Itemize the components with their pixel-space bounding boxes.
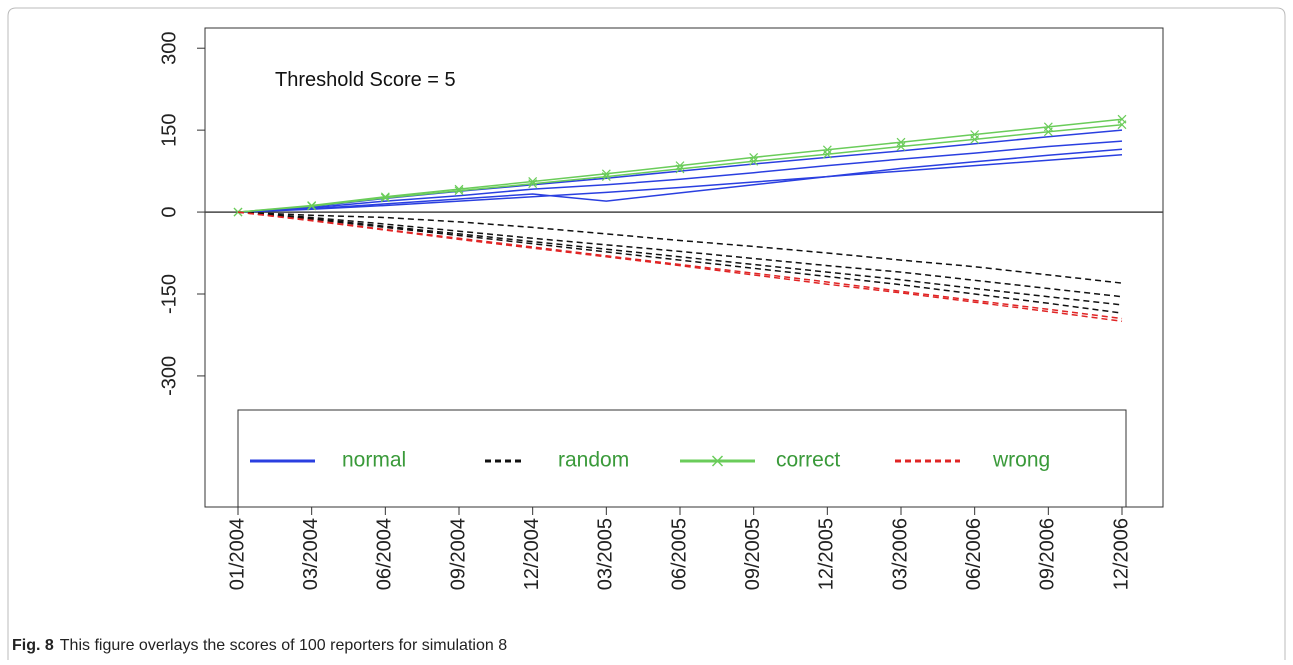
x-tick-label: 09/2006 xyxy=(1037,518,1059,590)
y-tick-label: -300 xyxy=(158,356,180,396)
series-line xyxy=(237,211,1123,284)
x-tick-label: 12/2004 xyxy=(521,518,543,590)
point-marker xyxy=(1043,127,1053,137)
point-marker xyxy=(822,145,832,155)
legend-label: wrong xyxy=(992,449,1050,472)
point-marker xyxy=(307,201,317,211)
legend-marker xyxy=(711,455,724,467)
series-line xyxy=(237,211,1123,306)
series-line xyxy=(237,140,1123,213)
x-tick-label: 12/2005 xyxy=(816,518,838,590)
series-line xyxy=(237,211,1123,298)
series-line xyxy=(237,211,1123,323)
series-line xyxy=(237,211,1123,314)
x-tick-label: 03/2005 xyxy=(595,518,617,590)
point-marker xyxy=(675,164,685,174)
legend-box xyxy=(237,409,1127,508)
caption-label: Fig. 8 xyxy=(12,637,54,654)
x-tick-label: 12/2006 xyxy=(1110,518,1132,590)
series-line xyxy=(237,211,1123,320)
point-marker xyxy=(380,192,390,202)
point-marker xyxy=(896,137,906,147)
series-line xyxy=(237,153,1123,213)
annotation: Threshold Score = 5 xyxy=(275,69,456,91)
point-marker xyxy=(380,193,390,203)
point-marker xyxy=(1117,120,1127,130)
x-tick-label: 06/2005 xyxy=(668,518,690,590)
series-line xyxy=(237,148,1123,213)
point-marker xyxy=(233,207,243,217)
x-tick-label: 06/2004 xyxy=(374,518,396,590)
x-tick-label: 09/2004 xyxy=(447,518,469,590)
point-marker xyxy=(454,186,464,196)
x-tick-label: 09/2005 xyxy=(742,518,764,590)
point-marker xyxy=(749,156,759,166)
y-tick-label: -150 xyxy=(158,274,180,314)
figure-frame xyxy=(7,7,1286,660)
caption-text: This figure overlays the scores of 100 r… xyxy=(60,637,507,654)
legend-label: normal xyxy=(342,449,406,472)
x-tick-label: 06/2006 xyxy=(963,518,985,590)
y-tick-label: 300 xyxy=(158,32,180,65)
y-tick-label: 0 xyxy=(158,207,180,218)
point-marker xyxy=(601,172,611,181)
point-marker xyxy=(896,142,906,151)
x-tick-label: 01/2004 xyxy=(226,518,248,590)
legend-label: random xyxy=(558,449,629,472)
y-tick-label: 150 xyxy=(158,113,180,146)
point-marker xyxy=(970,134,980,144)
point-marker xyxy=(749,153,759,162)
x-tick-label: 03/2004 xyxy=(300,518,322,590)
point-marker xyxy=(822,149,832,159)
point-marker xyxy=(528,179,538,189)
caption: Fig. 8 This figure overlays the scores of… xyxy=(12,637,507,654)
x-tick-label: 03/2006 xyxy=(889,518,911,590)
legend-label: correct xyxy=(776,449,840,472)
